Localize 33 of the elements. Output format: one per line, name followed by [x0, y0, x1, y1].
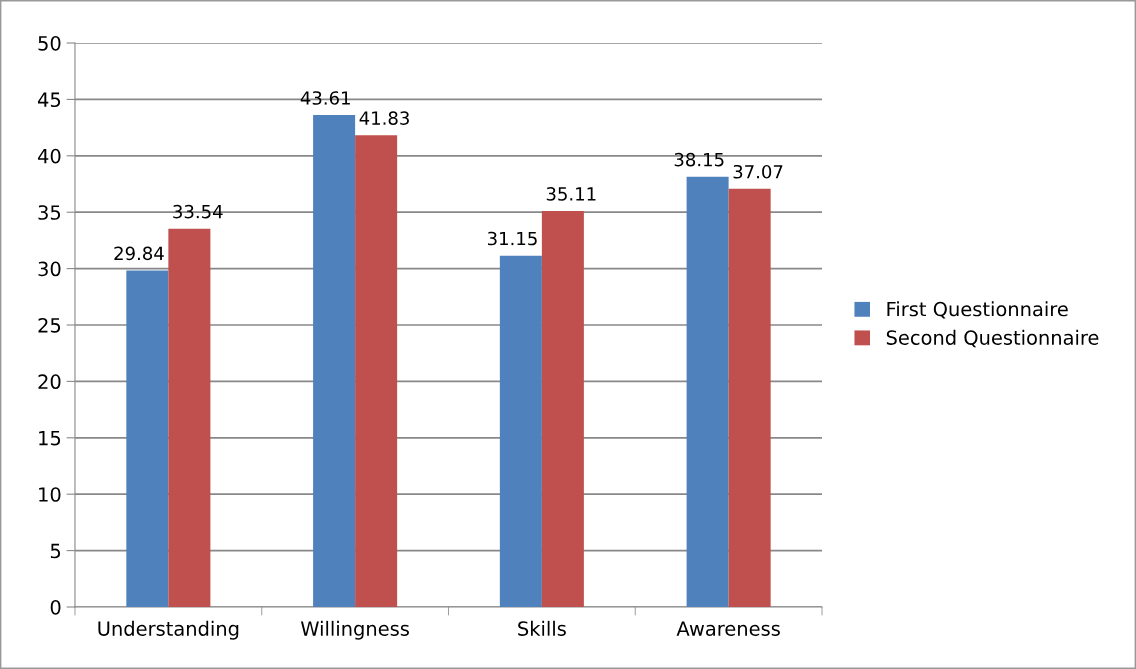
y-tick-label: 20 [38, 374, 61, 390]
x-tick-label: Understanding [98, 620, 239, 640]
data-label: 41.83 [359, 111, 409, 125]
data-label: 37.07 [733, 164, 783, 179]
bar [355, 135, 398, 607]
data-label: 43.61 [300, 91, 350, 105]
bar [126, 270, 169, 607]
y-tick-label: 35 [38, 205, 61, 220]
x-tick-label: Skills [518, 620, 566, 636]
data-label: 29.84 [114, 246, 164, 261]
y-tick-label: 50 [38, 35, 61, 51]
y-tick-label: 15 [39, 431, 61, 446]
x-tick-label: Willingness [300, 620, 409, 640]
data-label: 35.11 [546, 187, 596, 201]
y-tick-label: 40 [37, 148, 61, 164]
bar [728, 188, 771, 607]
y-tick-label: 5 [50, 543, 61, 559]
data-label: 33.54 [173, 204, 223, 219]
legend-label: First Questionnaire [887, 301, 1068, 319]
bar [168, 228, 211, 607]
y-tick-label: 10 [39, 487, 61, 502]
y-tick-label: 25 [38, 317, 61, 333]
bar [686, 176, 729, 607]
legend-label: Second Questionnaire [886, 329, 1099, 348]
data-label: 38.15 [674, 152, 724, 167]
y-tick-label: 45 [37, 92, 61, 108]
bar [313, 115, 356, 607]
bar [499, 255, 542, 607]
x-tick-label: Awareness [676, 621, 780, 636]
y-tick-label: 0 [50, 599, 61, 615]
bar [541, 210, 584, 607]
y-tick-label: 30 [38, 261, 61, 277]
data-label: 31.15 [487, 231, 537, 246]
